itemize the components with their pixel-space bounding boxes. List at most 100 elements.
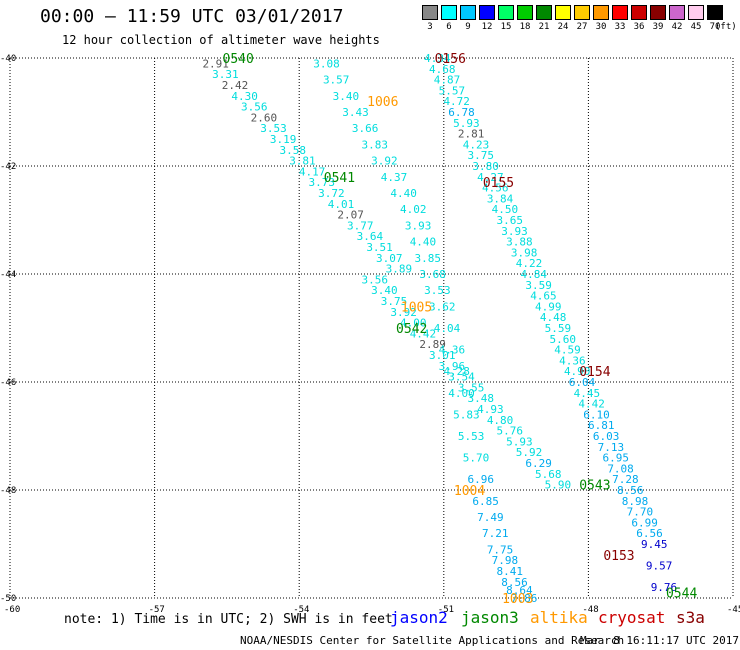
- pass-time-label: 0153: [603, 549, 634, 564]
- wave-height-label: 4.36: [439, 344, 466, 357]
- scale-label-27: 27: [576, 22, 588, 32]
- y-tick-label: -40: [0, 54, 16, 64]
- wave-height-label: 7.70: [627, 506, 654, 519]
- wave-height-label: 2.89: [419, 338, 446, 351]
- wave-height-label: 4.84: [521, 268, 548, 281]
- wave-height-label: 3.75: [381, 295, 408, 308]
- scale-swatch-27: [574, 5, 590, 20]
- scale-swatch-39: [650, 5, 666, 20]
- wave-height-label: 5.76: [496, 425, 522, 438]
- wave-height-label: 3.68: [419, 268, 446, 281]
- scale-label-42: 42: [671, 22, 683, 32]
- pass-time-label: 0542: [396, 322, 427, 337]
- y-tick-label: -50: [0, 594, 16, 604]
- wave-height-label: 4.01: [328, 198, 355, 211]
- wave-height-label: 3.53: [424, 284, 451, 297]
- wave-height-label: 3.85: [415, 252, 442, 265]
- scale-label-18: 18: [519, 22, 531, 32]
- scale-swatch-12: [479, 5, 495, 20]
- wave-height-label: 3.98: [511, 246, 538, 259]
- wave-height-label: 9.57: [646, 560, 673, 573]
- wave-height-label: 5.59: [545, 322, 572, 335]
- scale-label-45: 45: [690, 22, 702, 32]
- wave-height-label: 4.00: [448, 387, 475, 400]
- wave-height-label: 6.99: [631, 516, 658, 529]
- wave-height-label: 6.78: [448, 106, 475, 119]
- y-tick-label: -44: [0, 270, 16, 280]
- satellite-jason2: jason2: [390, 608, 448, 627]
- wave-height-label: 6.56: [636, 527, 663, 540]
- wave-height-label: 4.56: [482, 182, 509, 195]
- pass-time-label: 1003: [502, 592, 533, 607]
- wave-height-label: 4.17: [299, 165, 326, 178]
- scale-label-70: 70: [709, 22, 721, 32]
- scale-label-36: 36: [633, 22, 645, 32]
- wave-height-label: 8.64: [506, 584, 533, 597]
- wave-height-label: 3.40: [371, 284, 398, 297]
- scale-label-39: 39: [652, 22, 664, 32]
- scale-label-6: 6: [446, 22, 452, 32]
- wave-height-label: 3.01: [429, 349, 456, 362]
- chart-title: 00:00 — 11:59 UTC 03/01/2017: [40, 6, 344, 27]
- pass-time-label: 1006: [367, 95, 398, 110]
- satellite-altika: altika: [530, 608, 588, 627]
- pass-time-label: 0544: [666, 587, 697, 602]
- wave-height-label: 6.95: [603, 452, 630, 465]
- wave-height-label: 3.80: [472, 160, 499, 173]
- wave-height-label: 4.93: [477, 403, 504, 416]
- pass-time-label: 1005: [401, 300, 432, 315]
- scale-swatch-6: [441, 5, 457, 20]
- wave-height-label: 4.27: [477, 171, 504, 184]
- x-tick-label: -54: [293, 605, 309, 615]
- wave-height-label: 8.56: [617, 484, 644, 497]
- pass-time-label: 0154: [579, 365, 610, 380]
- scale-label-9: 9: [465, 22, 471, 32]
- wave-height-label: 7.75: [487, 543, 514, 556]
- scale-swatch-24: [555, 5, 571, 20]
- wave-height-label: 4.22: [516, 257, 543, 270]
- wave-height-label: 4.40: [410, 236, 437, 249]
- y-tick-label: -46: [0, 378, 16, 388]
- wave-height-label: 5.68: [535, 468, 562, 481]
- wave-height-label: 2.07: [337, 209, 364, 222]
- satellite-cryosat: cryosat: [598, 608, 666, 627]
- wave-height-label: 3.56: [362, 273, 389, 286]
- x-tick-label: -51: [438, 605, 454, 615]
- wave-height-label: 4.99: [535, 300, 562, 313]
- x-tick-label: -60: [4, 605, 20, 615]
- wave-height-label: 4.68: [429, 63, 456, 76]
- wave-height-label: 6.03: [593, 430, 620, 443]
- wave-height-label: 3.77: [347, 219, 374, 232]
- wave-height-label: 7.86: [511, 592, 538, 605]
- scale-label-12: 12: [481, 22, 493, 32]
- pass-time-label: 0541: [324, 171, 355, 186]
- wave-height-label: 4.42: [578, 398, 605, 411]
- wave-height-label: 4.34: [424, 52, 451, 65]
- wave-height-label: 3.56: [241, 101, 268, 114]
- wave-height-label: 4.36: [559, 354, 586, 367]
- wave-height-label: 5.83: [453, 408, 480, 421]
- wave-height-label: 2.81: [458, 128, 485, 141]
- scale-swatch-9: [460, 5, 476, 20]
- wave-height-label: 3.89: [386, 263, 413, 276]
- wave-height-label: 8.98: [622, 495, 649, 508]
- wave-height-label: 5.57: [439, 84, 466, 97]
- wave-height-label: 4.72: [443, 95, 470, 108]
- credit-text: NOAA/NESDIS Center for Satellite Applica…: [240, 634, 625, 647]
- wave-height-label: 4.30: [231, 90, 257, 103]
- wave-height-label: 4.00: [400, 317, 427, 330]
- wave-height-label: 8.41: [496, 565, 522, 578]
- wave-height-label: 3.73: [308, 176, 335, 189]
- chart-subtitle: 12 hour collection of altimeter wave hei…: [62, 33, 380, 47]
- wave-height-label: 4.90: [564, 365, 591, 378]
- wave-height-label: 3.72: [318, 187, 345, 200]
- wave-height-label: 4.37: [381, 171, 408, 184]
- wave-height-label: 4.59: [554, 344, 581, 357]
- scale-unit: (ft): [715, 22, 737, 32]
- pass-time-label: 0155: [483, 176, 514, 191]
- scale-swatch-3: [422, 5, 438, 20]
- wave-height-label: 3.81: [289, 155, 316, 168]
- wave-height-label: 5.92: [516, 446, 543, 459]
- pass-time-label: 0540: [223, 52, 254, 67]
